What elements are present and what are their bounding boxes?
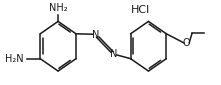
Text: HCl: HCl xyxy=(131,5,151,15)
Text: NH₂: NH₂ xyxy=(49,3,67,13)
Text: O: O xyxy=(183,38,190,48)
Text: N: N xyxy=(92,30,99,40)
Text: N: N xyxy=(110,49,118,59)
Text: H₂N: H₂N xyxy=(5,54,24,64)
